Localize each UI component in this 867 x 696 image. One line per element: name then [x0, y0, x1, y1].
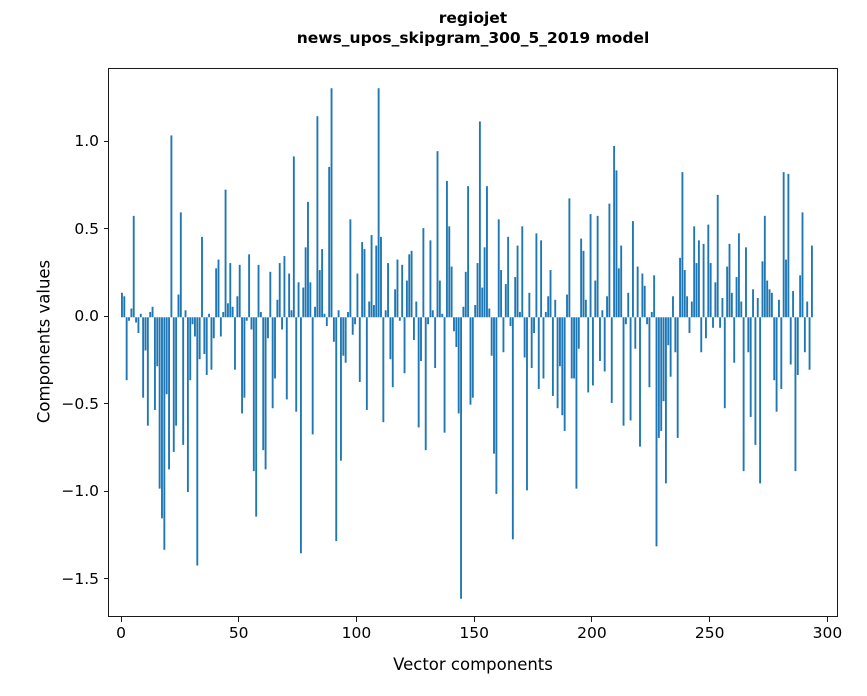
x-tick-mark — [355, 617, 357, 622]
x-tick-mark — [120, 617, 122, 622]
bar-series — [121, 88, 813, 599]
y-axis-label: Components values — [34, 259, 54, 424]
x-axis-label: Vector components — [393, 655, 553, 674]
y-tick-mark — [104, 403, 109, 405]
y-tick-label: −1.0 — [61, 482, 99, 501]
y-tick-mark — [104, 490, 109, 492]
chart-title: regiojet news_upos_skipgram_300_5_2019 mo… — [108, 8, 838, 48]
y-axis-ticks: 1.0 0.5 0.0 −0.5 −1.0 −1.5 — [0, 0, 109, 696]
x-tick-mark — [591, 617, 593, 622]
y-tick-label: −1.5 — [61, 569, 99, 588]
y-tick-label: 0.0 — [74, 307, 99, 326]
x-tick-label: 50 — [228, 624, 249, 642]
x-tick-label: 100 — [341, 624, 372, 642]
chart-title-line-1: regiojet — [438, 9, 508, 27]
y-tick-mark — [104, 140, 109, 142]
y-tick-label: 0.5 — [74, 219, 99, 238]
x-tick-label: 300 — [812, 624, 843, 642]
y-tick-label: −0.5 — [61, 394, 99, 413]
x-tick-mark — [238, 617, 240, 622]
y-tick-mark — [104, 315, 109, 317]
plot-area — [108, 68, 838, 617]
y-tick-mark — [104, 578, 109, 580]
x-tick-label: 200 — [577, 624, 607, 642]
y-tick-mark — [104, 228, 109, 230]
x-tick-label: 0 — [116, 624, 126, 642]
x-tick-label: 250 — [694, 624, 725, 642]
x-tick-mark — [473, 617, 475, 622]
y-tick-label: 1.0 — [74, 132, 99, 151]
x-tick-mark — [826, 617, 828, 622]
chart-title-line-2: news_upos_skipgram_300_5_2019 model — [296, 29, 650, 47]
x-tick-label: 150 — [459, 624, 489, 642]
x-tick-mark — [709, 617, 711, 622]
